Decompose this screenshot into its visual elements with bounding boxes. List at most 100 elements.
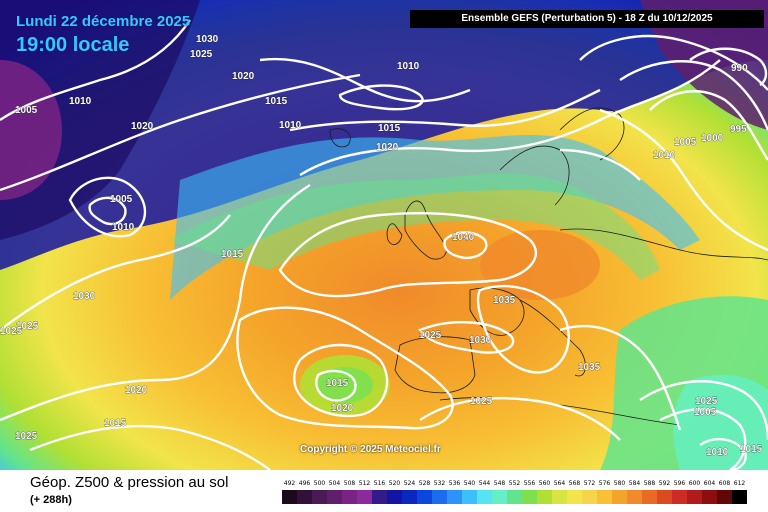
legend-swatch — [672, 490, 687, 504]
isobar-label: 1005 — [694, 407, 717, 418]
isobar-label: 1015 — [265, 96, 288, 107]
legend-swatch — [402, 490, 417, 504]
isobar-label: 1015 — [104, 418, 127, 429]
legend-tick-label: 516 — [373, 480, 386, 487]
legend-tick-label: 528 — [418, 480, 431, 487]
isobar-label: 1005 — [110, 194, 133, 205]
legend-swatch — [507, 490, 522, 504]
legend-tick-label: 548 — [493, 480, 506, 487]
isobar-label: 1035 — [493, 295, 516, 306]
isobars — [0, 19, 768, 470]
legend-tick-label: 568 — [568, 480, 581, 487]
product-title: Géop. Z500 & pression au sol — [30, 474, 229, 491]
legend-tick-label: 596 — [673, 480, 686, 487]
legend-swatch — [522, 490, 537, 504]
forecast-lead-time: (+ 288h) — [30, 494, 72, 506]
isobar-label: 1020 — [232, 71, 255, 82]
isobar-label: 1015 — [221, 249, 244, 260]
isobar-label: 1020 — [125, 385, 148, 396]
legend-tick-label: 588 — [643, 480, 656, 487]
legend-swatch — [432, 490, 447, 504]
legend-swatch — [702, 490, 717, 504]
isobar-label: 1005 — [674, 137, 697, 148]
legend-swatch — [717, 490, 732, 504]
legend-swatch — [387, 490, 402, 504]
isobar-label: 1035 — [578, 362, 601, 373]
isobar-label: 1010 — [653, 150, 676, 161]
isobar-label: 1015 — [378, 123, 401, 134]
isobar-label: 1030 — [196, 34, 219, 45]
legend-swatch — [492, 490, 507, 504]
legend-swatch — [462, 490, 477, 504]
copyright-notice: Copyright © 2025 Meteociel.fr — [300, 444, 441, 455]
legend-swatch — [372, 490, 387, 504]
legend-swatch — [537, 490, 552, 504]
isobar-label: 1020 — [376, 142, 399, 153]
legend-tick-label: 492 — [283, 480, 296, 487]
isobar-label: 1025 — [16, 321, 39, 332]
legend-tick-label: 532 — [433, 480, 446, 487]
legend-swatch — [417, 490, 432, 504]
legend-tick-label: 572 — [583, 480, 596, 487]
isobar-label: 1025 — [15, 431, 38, 442]
legend-swatch — [642, 490, 657, 504]
legend-tick-label: 524 — [403, 480, 416, 487]
isobar-label: 995 — [730, 124, 747, 135]
legend-swatch — [477, 490, 492, 504]
legend-tick-label: 536 — [448, 480, 461, 487]
isobar-label: 1025 — [419, 330, 442, 341]
legend-swatch — [612, 490, 627, 504]
legend-tick-label: 580 — [613, 480, 626, 487]
forecast-map: 1030 1025 1020 1015 1010 1005 1010 1020 … — [0, 0, 768, 470]
isobar-label: 1025 — [470, 396, 493, 407]
legend-swatch — [312, 490, 327, 504]
isobar-label: 1020 — [331, 403, 354, 414]
legend-tick-label: 552 — [508, 480, 521, 487]
isobar-label: 1000 — [701, 133, 724, 144]
legend-swatch — [597, 490, 612, 504]
isobar-label: 1005 — [15, 105, 38, 116]
legend-tick-label: 584 — [628, 480, 641, 487]
isobar-label: 1010 — [397, 61, 420, 72]
legend-tick-label: 560 — [538, 480, 551, 487]
legend-swatch — [357, 490, 372, 504]
legend-swatch — [447, 490, 462, 504]
cyan-band — [170, 134, 700, 300]
legend-swatch — [627, 490, 642, 504]
forecast-date: Lundi 22 décembre 2025 — [16, 13, 191, 30]
northwest-low-core — [0, 60, 62, 200]
legend-tick-label: 504 — [328, 480, 341, 487]
isobar-label: 1010 — [112, 222, 135, 233]
legend-tick-label: 576 — [598, 480, 611, 487]
azores-green-core — [317, 367, 373, 403]
legend-tick-label: 496 — [298, 480, 311, 487]
run-info-bar: Ensemble GEFS (Perturbation 5) - 18 Z du… — [410, 10, 764, 28]
isobar-label: 1010 — [69, 96, 92, 107]
legend-swatch — [732, 490, 747, 504]
legend-tick-label: 600 — [688, 480, 701, 487]
legend-swatch — [297, 490, 312, 504]
legend-tick-label: 520 — [388, 480, 401, 487]
color-scale-legend: 492 496 500 504 508 512 516 520 524 528 532 536 540 5… — [282, 478, 752, 508]
legend-tick-label: 508 — [343, 480, 356, 487]
isobar-label: 1025 — [190, 49, 213, 60]
isobar-label: 1025 — [695, 396, 718, 407]
legend-tick-label: 540 — [463, 480, 476, 487]
forecast-time: 19:00 locale — [16, 34, 130, 56]
legend-tick-label: 500 — [313, 480, 326, 487]
isobar-label: 1030 — [469, 335, 492, 346]
legend-swatch — [282, 490, 297, 504]
legend-swatch — [657, 490, 672, 504]
legend-tick-label: 604 — [703, 480, 716, 487]
legend-swatch — [582, 490, 597, 504]
legend-tick-label: 512 — [358, 480, 371, 487]
isobar-label-layer: 1030 1025 1020 1015 1010 1005 1010 1020 … — [0, 34, 763, 459]
legend-swatch — [567, 490, 582, 504]
isobar-label: 1030 — [73, 291, 96, 302]
isobar-label: 1025 — [0, 326, 23, 337]
legend-swatch — [327, 490, 342, 504]
isobar-label: 1020 — [131, 121, 154, 132]
isobar-label: 1010 — [706, 447, 729, 458]
legend-tick-label: 592 — [658, 480, 671, 487]
isobar-label: 990 — [731, 63, 748, 74]
